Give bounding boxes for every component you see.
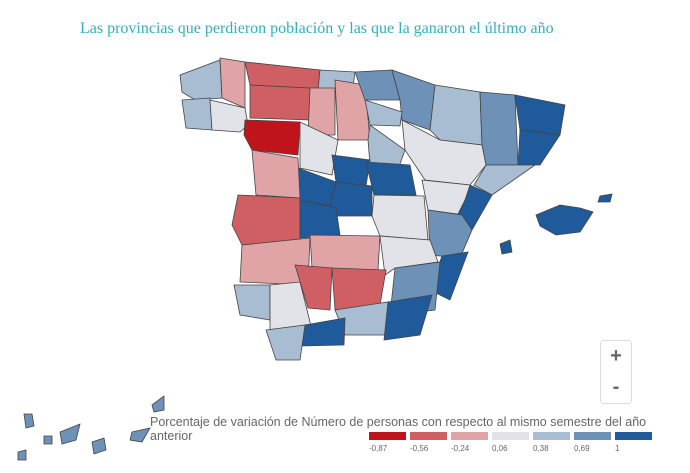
- legend-swatch: [451, 432, 488, 440]
- provinces: [179, 57, 613, 361]
- province[interactable]: [329, 181, 373, 217]
- province[interactable]: [371, 194, 429, 241]
- province[interactable]: [307, 87, 336, 136]
- province[interactable]: [429, 84, 483, 146]
- canary-islands: [17, 395, 165, 461]
- legend-item: 0,69: [574, 432, 611, 453]
- province[interactable]: [517, 129, 561, 166]
- province[interactable]: [364, 99, 403, 127]
- province[interactable]: [181, 97, 213, 131]
- legend-item: -0,87: [369, 432, 406, 453]
- legend-item: -0,24: [451, 432, 488, 453]
- province[interactable]: [499, 239, 513, 255]
- island[interactable]: [129, 427, 151, 443]
- legend-label: -0,24: [451, 444, 470, 453]
- province[interactable]: [209, 99, 249, 133]
- legend-label: 0,06: [492, 444, 508, 453]
- zoom-out-button[interactable]: -: [612, 376, 620, 398]
- island[interactable]: [23, 413, 35, 429]
- legend-swatch: [369, 432, 406, 440]
- island[interactable]: [17, 449, 27, 461]
- province[interactable]: [597, 193, 613, 203]
- legend-label: 1: [615, 444, 620, 453]
- province[interactable]: [535, 204, 594, 236]
- legend-label: 0,69: [574, 444, 590, 453]
- zoom-control: + -: [600, 340, 632, 404]
- map-title: Las provincias que perdieron población y…: [80, 20, 554, 37]
- legend-item: 0,06: [492, 432, 529, 453]
- province[interactable]: [299, 121, 339, 176]
- province[interactable]: [473, 164, 537, 196]
- legend-item: 0,38: [533, 432, 570, 453]
- province[interactable]: [383, 294, 433, 341]
- province[interactable]: [391, 69, 436, 131]
- legend-swatch: [410, 432, 447, 440]
- province[interactable]: [479, 91, 519, 166]
- legend-swatch: [533, 432, 570, 440]
- province[interactable]: [331, 154, 371, 187]
- legend-swatch: [492, 432, 529, 440]
- province[interactable]: [401, 119, 487, 186]
- province[interactable]: [251, 149, 301, 199]
- province[interactable]: [514, 94, 566, 136]
- legend-label: 0,38: [533, 444, 549, 453]
- province[interactable]: [294, 264, 333, 311]
- province[interactable]: [179, 59, 223, 101]
- province[interactable]: [309, 234, 381, 271]
- province[interactable]: [233, 284, 271, 321]
- province[interactable]: [231, 194, 301, 246]
- legend-item: 1: [615, 432, 652, 453]
- province[interactable]: [243, 119, 301, 156]
- legend-swatch: [574, 432, 611, 440]
- island[interactable]: [91, 437, 107, 455]
- province[interactable]: [299, 199, 341, 239]
- legend-label: -0,56: [410, 444, 429, 453]
- province[interactable]: [379, 235, 439, 276]
- legend: -0,87 -0,56 -0,24 0,06 0,38 0,69 1: [369, 432, 652, 453]
- island[interactable]: [43, 435, 53, 445]
- legend-label: -0,87: [369, 444, 388, 453]
- province[interactable]: [219, 57, 246, 109]
- legend-title: Porcentaje de variación de Número de per…: [150, 415, 647, 443]
- zoom-in-button[interactable]: +: [610, 345, 622, 367]
- island[interactable]: [151, 395, 165, 413]
- legend-item: -0,56: [410, 432, 447, 453]
- province[interactable]: [265, 324, 306, 361]
- province[interactable]: [365, 161, 417, 196]
- province[interactable]: [249, 84, 311, 121]
- legend-swatch: [615, 432, 652, 440]
- island[interactable]: [59, 423, 81, 445]
